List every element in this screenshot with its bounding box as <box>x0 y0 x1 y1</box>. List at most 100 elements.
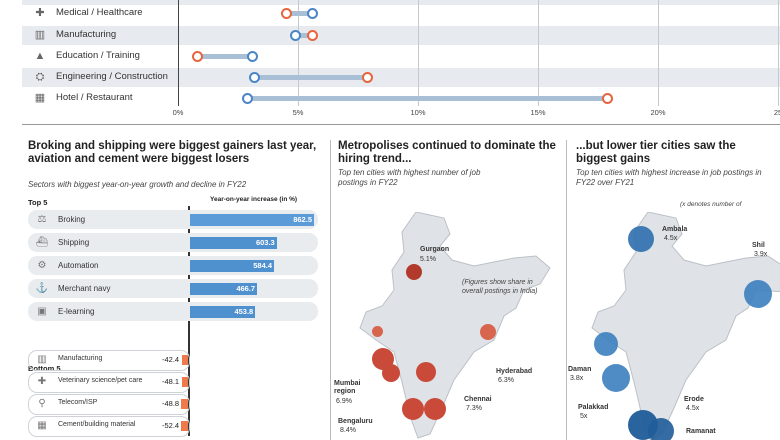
row-label: Education / Training <box>56 50 140 61</box>
x-tick-label: 5% <box>292 108 304 117</box>
lower-tier-note: (x denotes number of <box>680 201 742 208</box>
growth-bar <box>190 282 258 295</box>
decline-bar <box>181 420 188 431</box>
x-tick-label: 0% <box>172 108 184 117</box>
row-label: Manufacturing <box>56 29 117 40</box>
construction-icon: ⛭ <box>35 71 45 83</box>
range-bar <box>247 96 608 101</box>
sector-label: Automation <box>58 261 99 270</box>
city-value-hyderabad: 6.3% <box>498 377 514 384</box>
bar-row-band <box>28 350 190 371</box>
sector-icon: ⛴ <box>35 237 49 248</box>
range-bar <box>254 75 368 80</box>
gridline <box>178 0 179 106</box>
bubble-ambala <box>628 226 654 252</box>
city-value-gurgaon: 5.1% <box>420 256 436 263</box>
city-label-daman: Daman <box>568 366 592 373</box>
city-label-gurgaon: Gurgaon <box>420 246 450 253</box>
city-label-hyderabad: Hyderabad <box>496 368 533 375</box>
bar-axis <box>188 206 190 436</box>
metro-map-panel: Metropolises continued to dominate the h… <box>332 126 564 440</box>
bubble-hyderabad <box>416 362 436 382</box>
bar-value-label: 584.4 <box>253 261 273 270</box>
bar-row-band <box>28 372 190 393</box>
sector-icon: ▥ <box>37 354 47 365</box>
gridline <box>658 0 659 106</box>
gridline <box>538 0 539 106</box>
bar-value-label: 862.5 <box>293 215 312 224</box>
sector-label: Telecom/ISP <box>58 399 98 406</box>
bar-value-label: 453.8 <box>234 307 254 316</box>
city-label-shillong: Shil <box>752 242 765 249</box>
bubble-chennai <box>424 398 446 420</box>
sector-label: Cement/building material <box>58 421 136 428</box>
lower-tier-subtitle: Top ten cities with highest increase in … <box>576 168 762 187</box>
range-bar <box>286 11 313 16</box>
sector-label: Veterinary science/pet care <box>58 377 143 384</box>
medical-icon: ✚ <box>35 7 45 19</box>
growth-bar <box>190 213 314 226</box>
growth-bar <box>190 305 256 318</box>
growth-bar <box>190 259 275 272</box>
sector-icon: ▦ <box>37 420 47 431</box>
bubble-ahmedabad <box>372 326 383 337</box>
blue-dot <box>242 92 254 104</box>
city-value-chennai: 7.3% <box>466 405 482 412</box>
graduation-cap-icon: ▲ <box>34 50 46 62</box>
india-map-metro <box>359 212 551 439</box>
city-label-palakkad: Palakkad <box>578 404 609 411</box>
bar-value-label: -52.4 <box>162 421 180 430</box>
bubble-ramanathapuram <box>648 418 674 440</box>
bubble-palakkad <box>602 364 630 392</box>
city-label-ramanathapuram: Ramanat <box>686 428 716 435</box>
orange-dot <box>362 71 374 83</box>
bar-row-band <box>28 416 190 437</box>
range-bar <box>197 54 253 59</box>
city-value-palakkad: 5x <box>580 413 588 420</box>
row-label: Engineering / Construction <box>56 71 168 82</box>
lower-tier-map-panel: ...but lower tier cities saw the biggest… <box>568 126 780 440</box>
blue-dot <box>249 71 261 83</box>
city-value-mumbai: 6.9% <box>336 398 352 405</box>
sector-growth-chart: Broking and shipping were biggest gainer… <box>0 126 330 440</box>
bar-value-label: 603.3 <box>255 238 275 247</box>
column-divider-2 <box>566 140 567 440</box>
growth-bar <box>190 236 277 249</box>
bottom5-label: Bottom 5 <box>28 364 61 373</box>
decline-bar <box>181 398 188 409</box>
sector-chart-subtitle: Sectors with biggest year-on-year growth… <box>28 180 247 189</box>
city-label-bengaluru: Bengaluru <box>338 418 373 425</box>
sector-label: Manufacturing <box>58 355 103 362</box>
city-label-mumbai: Mumbai region <box>334 380 361 395</box>
metro-subtitle: Top ten cities with highest number of jo… <box>338 168 481 187</box>
orange-dot <box>306 29 318 41</box>
row-band-cropped <box>22 0 780 5</box>
bubble-shillong <box>744 280 772 308</box>
orange-dot <box>602 92 614 104</box>
bubble-gurgaon <box>406 264 422 280</box>
blue-dot <box>246 50 258 62</box>
row-band <box>22 68 780 87</box>
sector-icon: ⚙ <box>37 260 47 271</box>
row-band <box>22 26 780 45</box>
hotel-icon: ▦ <box>34 92 46 104</box>
decline-bar <box>182 354 188 365</box>
sector-icon: ▣ <box>37 306 47 317</box>
gridline <box>298 0 299 106</box>
orange-dot <box>280 7 292 19</box>
value-header: Year-on-year increase (in %) <box>210 196 298 203</box>
metro-note: (Figures show share in overall postings … <box>462 279 538 295</box>
range-bar <box>295 33 313 38</box>
row-label: Hotel / Restaurant <box>56 92 133 103</box>
sector-icon: ✚ <box>37 376 47 387</box>
x-tick-label: 25 <box>773 108 780 117</box>
bar-row-band <box>28 394 190 415</box>
orange-dot <box>191 50 203 62</box>
column-divider <box>330 140 331 440</box>
india-map-lower-tier <box>591 212 780 440</box>
blue-dot <box>306 7 318 19</box>
section-divider <box>22 124 780 125</box>
sector-label: Broking <box>58 215 86 224</box>
sector-icon: ⚲ <box>38 398 46 409</box>
city-label-ambala: Ambala <box>662 226 688 233</box>
